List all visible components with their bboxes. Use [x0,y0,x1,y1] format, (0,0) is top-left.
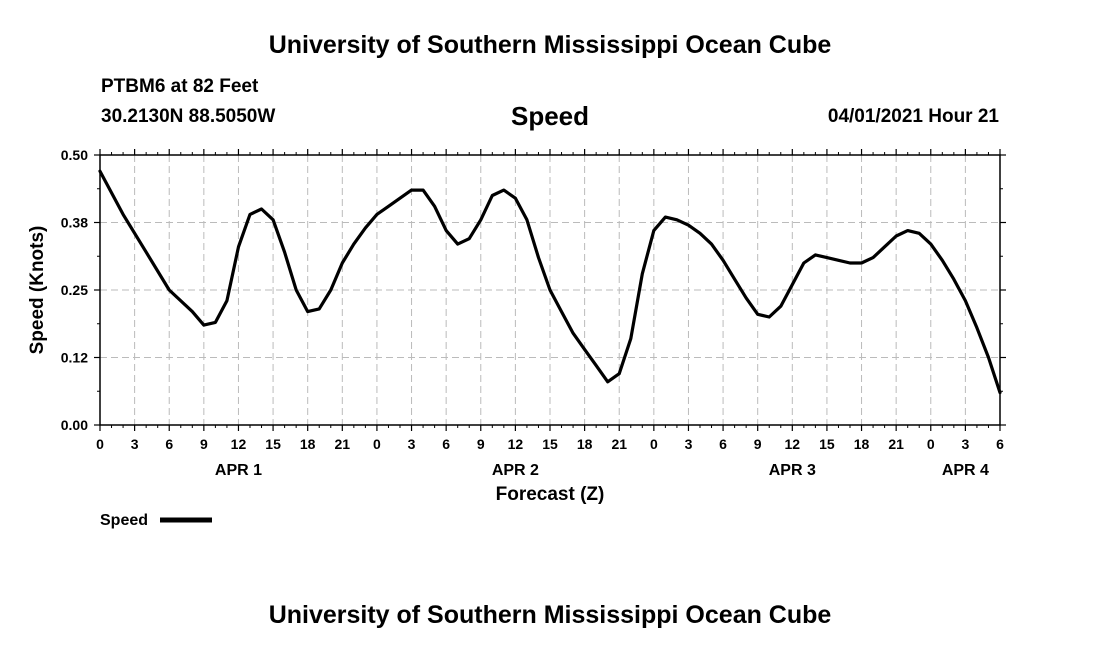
x-tick-label: 9 [754,436,762,452]
y-tick-label: 0.25 [61,282,88,298]
page-title-top: University of Southern Mississippi Ocean… [268,31,832,59]
x-axis-title: Forecast (Z) [496,484,605,505]
x-tick-label: 21 [888,436,904,452]
speed-series-line [98,169,1002,395]
station-label: PTBM6 at 82 Feet [101,76,259,97]
date-label: APR 3 [769,462,816,479]
x-tick-label: 3 [685,436,693,452]
x-tick-label: 18 [577,436,593,452]
legend-label: Speed [100,512,148,529]
x-tick-label: 6 [442,436,450,452]
x-tick-label: 3 [961,436,969,452]
date-label: APR 1 [215,462,262,479]
x-tick-label: 18 [854,436,870,452]
x-tick-label: 15 [819,436,835,452]
gridlines [100,155,1000,425]
y-tick-label: 0.38 [61,215,88,231]
x-tick-label: 18 [300,436,316,452]
x-tick-label: 0 [373,436,381,452]
x-tick-label: 3 [408,436,416,452]
x-tick-label: 9 [477,436,485,452]
x-tick-label: 0 [96,436,104,452]
x-tick-label: 12 [785,436,801,452]
y-tick-label: 0.00 [61,417,88,433]
x-tick-label: 15 [265,436,281,452]
x-tick-label: 6 [996,436,1004,452]
x-tick-label: 0 [650,436,658,452]
x-tick-label: 0 [927,436,935,452]
axis-labels: 0 3 6 9 12 15 18 21 0 3 6 9 12 15 18 21 0 3 6 9 12 15 18 21 0 3 6 0… [61,147,1004,479]
x-tick-label: 21 [335,436,351,452]
station-coordinates: 30.2130N 88.5050W [101,106,276,127]
plot-frame [99,154,1001,426]
y-axis-title: Speed (Knots) [27,226,48,355]
y-tick-label: 0.12 [61,350,88,366]
x-tick-label: 6 [719,436,727,452]
date-label: APR 4 [942,462,989,479]
date-label: APR 2 [492,462,539,479]
x-tick-label: 12 [508,436,524,452]
forecast-datetime: 04/01/2021 Hour 21 [827,106,999,127]
x-tick-label: 6 [165,436,173,452]
x-tick-label: 9 [200,436,208,452]
page-title-bottom: University of Southern Mississippi Ocean… [268,601,832,629]
y-tick-label: 0.50 [61,147,88,163]
x-tick-label: 3 [131,436,139,452]
x-tick-label: 21 [611,436,627,452]
x-tick-label: 15 [542,436,558,452]
chart-title: Speed [510,101,590,131]
x-tick-label: 12 [231,436,247,452]
